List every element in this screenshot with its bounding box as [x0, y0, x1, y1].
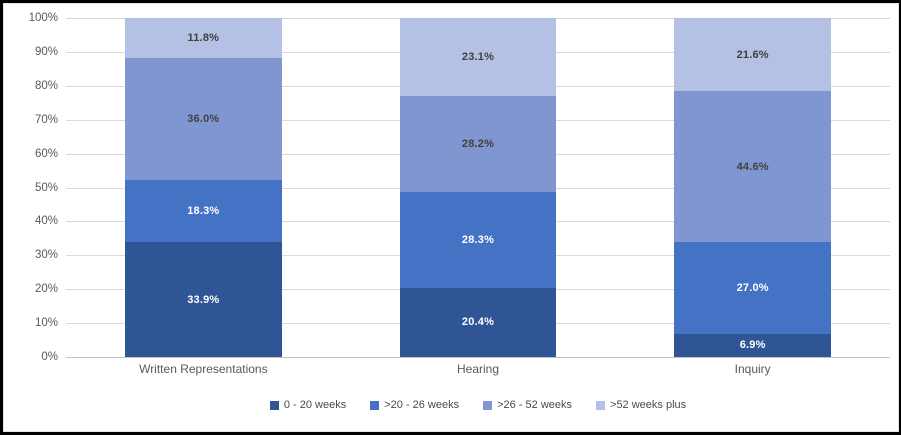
segment-data-label: 27.0% — [736, 281, 769, 294]
segment-data-label: 28.3% — [461, 233, 495, 246]
bar-segment: 23.1% — [399, 18, 557, 97]
segment-data-label: 6.9% — [739, 339, 766, 352]
bar-segment: 33.9% — [125, 242, 282, 357]
segment-data-label: 28.2% — [461, 138, 495, 151]
y-tick-label: 60% — [34, 147, 58, 160]
legend-swatch-icon — [269, 400, 279, 410]
bar-column: 33.9% 18.3% 36.0% 11.8% — [125, 18, 282, 357]
legend-label: 0 - 20 weeks — [283, 399, 347, 411]
legend-item: >52 weeks plus — [596, 399, 686, 411]
category-label: Hearing — [456, 362, 500, 376]
y-tick-label: 100% — [28, 12, 58, 24]
y-tick-label: 40% — [34, 215, 58, 228]
category-label: Inquiry — [734, 362, 771, 376]
y-tick-label: 80% — [34, 79, 58, 92]
legend-label: >20 - 26 weeks — [384, 399, 460, 411]
plot-area: 33.9% 18.3% 36.0% 11.8% 20.4% 28.3% 28.2% 23.1%… — [66, 18, 890, 358]
segment-data-label: 44.6% — [736, 160, 769, 173]
category-label: Written Representations — [139, 362, 268, 376]
bar-segment: 28.3% — [399, 191, 557, 288]
bar-segment: 36.0% — [125, 58, 282, 181]
legend-swatch-icon — [370, 400, 380, 410]
segment-data-label: 21.6% — [736, 48, 769, 61]
segment-data-label: 33.9% — [187, 293, 220, 306]
bar-segment: 27.0% — [674, 242, 831, 334]
bar-segment: 11.8% — [125, 18, 282, 59]
bar-cell-1: 33.9% 18.3% 36.0% 11.8% — [66, 18, 341, 357]
y-tick-label: 0% — [41, 351, 58, 363]
legend-label: >26 - 52 weeks — [497, 399, 573, 411]
bar-cell-3: 6.9% 27.0% 44.6% 21.6% — [615, 18, 890, 357]
segment-data-label: 20.4% — [461, 316, 495, 329]
segment-data-label: 11.8% — [187, 32, 220, 45]
bars-container: 33.9% 18.3% 36.0% 11.8% 20.4% 28.3% 28.2% 23.1%… — [66, 18, 890, 357]
legend-item: >20 - 26 weeks — [370, 399, 459, 411]
bar-segment: 44.6% — [674, 91, 831, 243]
bar-cell-2: 20.4% 28.3% 28.2% 23.1% — [341, 18, 616, 357]
segment-data-label: 36.0% — [187, 113, 220, 126]
y-axis: 0% 10% 20% 30% 40% 50% 60% 70% 80% 90% 100% — [4, 12, 58, 363]
chart-frame: 0% 10% 20% 30% 40% 50% 60% 70% 80% 90% 100% 33.9% 1… — [3, 3, 899, 432]
legend-item: >26 - 52 weeks — [483, 399, 572, 411]
segment-data-label: 23.1% — [461, 51, 495, 64]
y-tick-label: 50% — [34, 181, 58, 194]
legend-swatch-icon — [483, 400, 493, 410]
bar-segment: 28.2% — [399, 96, 557, 192]
legend: 0 - 20 weeks >20 - 26 weeks >26 - 52 weeks… — [66, 399, 890, 411]
legend-label: >52 weeks plus — [610, 399, 687, 411]
bar-column: 6.9% 27.0% 44.6% 21.6% — [674, 18, 831, 357]
segment-data-label: 18.3% — [187, 205, 220, 218]
x-axis-labels: Written Representations Hearing Inquiry — [66, 362, 890, 376]
bar-segment: 18.3% — [125, 180, 282, 243]
legend-item: 0 - 20 weeks — [269, 399, 347, 411]
bar-segment: 21.6% — [674, 18, 831, 92]
gridline — [66, 357, 890, 358]
bar-column: 20.4% 28.3% 28.2% 23.1% — [399, 18, 557, 357]
bar-segment: 20.4% — [399, 287, 557, 357]
y-tick-label: 20% — [34, 283, 58, 296]
y-tick-label: 30% — [34, 249, 58, 262]
legend-swatch-icon — [596, 400, 606, 410]
y-tick-label: 90% — [34, 45, 58, 58]
y-tick-label: 10% — [34, 317, 58, 330]
bar-segment: 6.9% — [674, 333, 831, 357]
y-tick-label: 70% — [34, 113, 58, 126]
